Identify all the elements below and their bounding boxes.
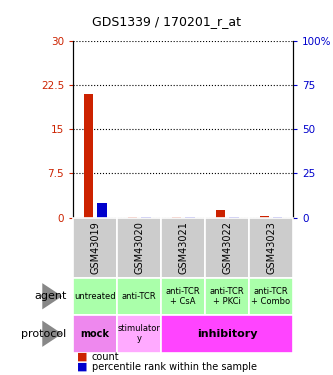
Polygon shape (42, 283, 62, 309)
Text: stimulator
y: stimulator y (118, 324, 161, 344)
Text: anti-TCR
+ CsA: anti-TCR + CsA (166, 286, 200, 306)
Bar (73, 217, 117, 278)
Bar (216, 210, 225, 218)
Text: agent: agent (34, 291, 67, 301)
Text: GSM43022: GSM43022 (222, 221, 232, 274)
Text: GSM43019: GSM43019 (90, 221, 100, 274)
Text: anti-TCR
+ Combo: anti-TCR + Combo (251, 286, 291, 306)
Text: protocol: protocol (21, 329, 67, 339)
Bar (161, 217, 205, 278)
Text: GSM43023: GSM43023 (266, 221, 276, 274)
Bar (161, 278, 205, 315)
Bar (260, 216, 269, 217)
Text: mock: mock (81, 329, 110, 339)
Text: percentile rank within the sample: percentile rank within the sample (92, 362, 256, 372)
Text: inhibitory: inhibitory (197, 329, 257, 339)
Bar (249, 217, 293, 278)
Text: count: count (92, 352, 119, 362)
Bar (73, 315, 117, 352)
Text: anti-TCR
+ PKCi: anti-TCR + PKCi (210, 286, 244, 306)
Bar (205, 278, 249, 315)
Text: anti-TCR: anti-TCR (122, 292, 157, 301)
Bar (84, 94, 94, 218)
Text: ■: ■ (77, 362, 87, 372)
Text: untreated: untreated (75, 292, 116, 301)
Text: GSM43021: GSM43021 (178, 221, 188, 274)
Polygon shape (42, 321, 62, 347)
Bar (117, 315, 161, 352)
Text: GSM43020: GSM43020 (134, 221, 144, 274)
Bar (161, 315, 293, 352)
Bar (117, 278, 161, 315)
Bar (205, 217, 249, 278)
Bar (97, 202, 107, 217)
Bar (117, 217, 161, 278)
Bar (249, 278, 293, 315)
Bar (73, 278, 117, 315)
Text: ■: ■ (77, 352, 87, 362)
Text: GDS1339 / 170201_r_at: GDS1339 / 170201_r_at (92, 15, 241, 28)
